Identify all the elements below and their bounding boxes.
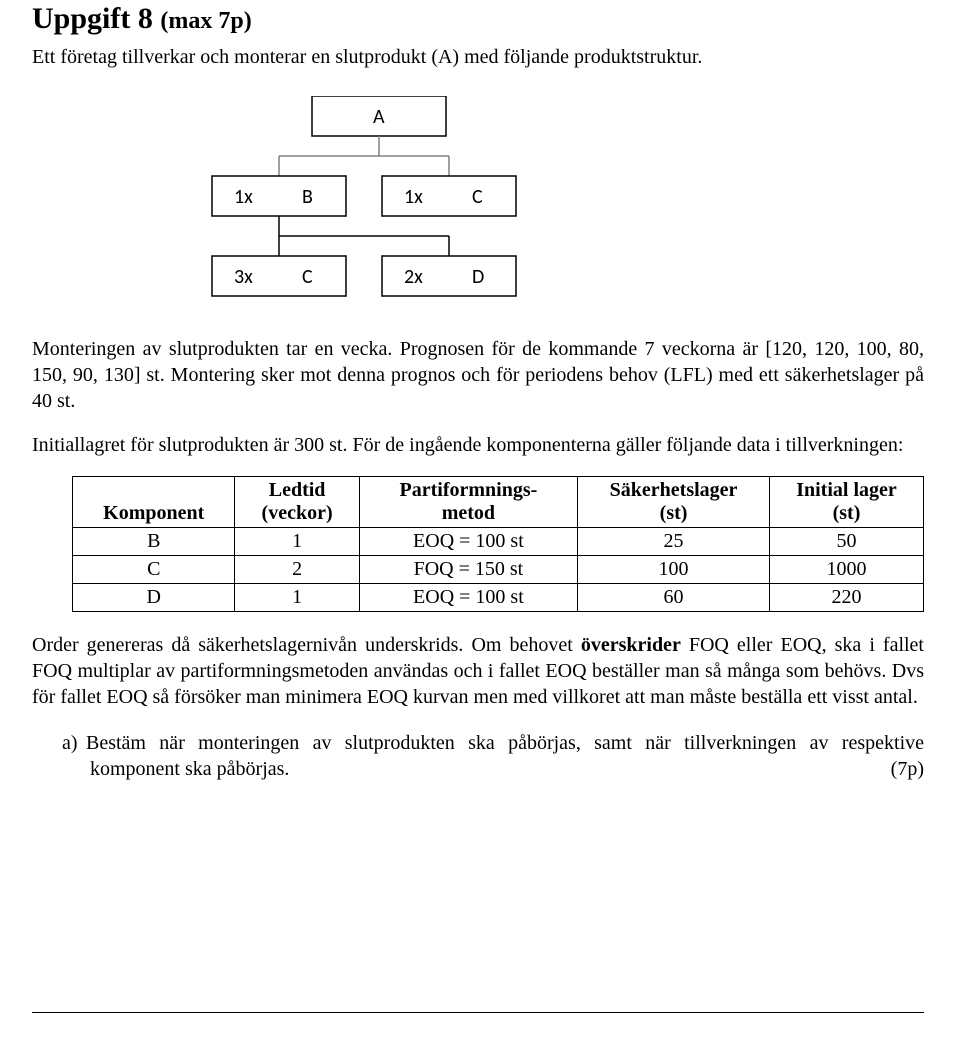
table-header: Initial lager(st) [770, 476, 924, 527]
table-cell: FOQ = 150 st [359, 555, 577, 583]
component-table: KomponentLedtid(veckor)Partiformnings-me… [72, 476, 924, 612]
page: Uppgift 8 (max 7p) Ett företag tillverka… [0, 0, 960, 1037]
table-header: Säkerhetslager(st) [578, 476, 770, 527]
intro-text: Ett företag tillverkar och monterar en s… [32, 44, 924, 70]
svg-text:C: C [472, 184, 483, 208]
table-row: D1EOQ = 100 st60220 [73, 583, 924, 611]
table-header: Ledtid(veckor) [235, 476, 359, 527]
footer-rule [32, 1012, 924, 1013]
table-cell: 1 [235, 583, 359, 611]
paragraph-3: Order genereras då säkerhetslagernivån u… [32, 632, 924, 710]
svg-text:B: B [302, 184, 313, 208]
subtask-a: a)Bestäm när monteringen av slutprodukte… [62, 730, 924, 782]
heading-sub: (max 7p) [160, 8, 251, 34]
svg-text:1x: 1x [404, 184, 423, 208]
table-cell: EOQ = 100 st [359, 583, 577, 611]
svg-text:3x: 3x [234, 264, 253, 288]
bom-svg: A 1x B 1x C 3x C 2x D [42, 96, 682, 306]
heading-main: Uppgift 8 [32, 2, 153, 35]
svg-text:1x: 1x [234, 184, 253, 208]
table-row: B1EOQ = 100 st2550 [73, 527, 924, 555]
table-cell: D [73, 583, 235, 611]
table-cell: B [73, 527, 235, 555]
svg-text:D: D [472, 264, 484, 288]
table-cell: 100 [578, 555, 770, 583]
subtask-points: (7p) [919, 756, 924, 782]
table-cell: 220 [770, 583, 924, 611]
table-cell: 1000 [770, 555, 924, 583]
table-cell: 60 [578, 583, 770, 611]
paragraph-1: Monteringen av slutprodukten tar en veck… [32, 336, 924, 414]
table-row: C2FOQ = 150 st1001000 [73, 555, 924, 583]
table-cell: 2 [235, 555, 359, 583]
task-heading: Uppgift 8 (max 7p) [32, 0, 924, 38]
table-cell: 25 [578, 527, 770, 555]
svg-text:C: C [302, 264, 313, 288]
table-cell: C [73, 555, 235, 583]
paragraph-2: Initiallagret för slutprodukten är 300 s… [32, 432, 924, 458]
svg-text:A: A [373, 104, 385, 128]
table-cell: 50 [770, 527, 924, 555]
bom-diagram: A 1x B 1x C 3x C 2x D [42, 96, 924, 306]
table-cell: EOQ = 100 st [359, 527, 577, 555]
table-header: Partiformnings-metod [359, 476, 577, 527]
svg-text:2x: 2x [404, 264, 423, 288]
subtask-label: a) [62, 730, 86, 756]
table-header: Komponent [73, 476, 235, 527]
subtask-text: Bestäm när monteringen av slutprodukten … [86, 732, 924, 780]
table-cell: 1 [235, 527, 359, 555]
